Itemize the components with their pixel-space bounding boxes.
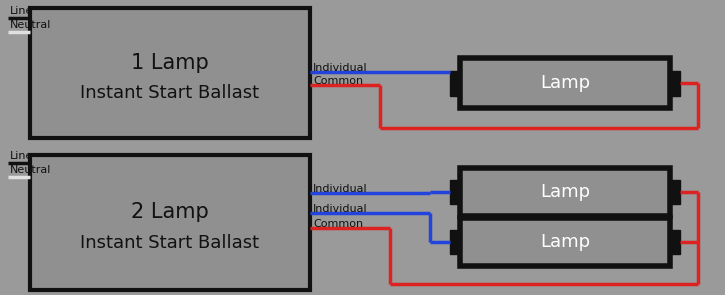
Bar (450, 180, 460, 204)
Bar (670, 180, 680, 204)
Bar (30, 8, 310, 138)
Bar (30, 155, 310, 290)
Text: Lamp: Lamp (540, 183, 590, 201)
Bar (460, 168, 670, 216)
Bar (670, 230, 680, 254)
Text: Common: Common (313, 76, 363, 86)
Text: Common: Common (313, 219, 363, 229)
Bar (450, 230, 460, 254)
Text: Lamp: Lamp (540, 74, 590, 92)
Text: Lamp: Lamp (540, 233, 590, 251)
Text: Instant Start Ballast: Instant Start Ballast (80, 83, 260, 101)
Text: Neutral: Neutral (10, 20, 51, 30)
Text: Instant Start Ballast: Instant Start Ballast (80, 234, 260, 252)
Text: Individual: Individual (313, 204, 368, 214)
Text: Neutral: Neutral (10, 165, 51, 175)
Text: Line: Line (10, 151, 33, 161)
Text: 2 Lamp: 2 Lamp (131, 202, 209, 222)
Bar (460, 218, 670, 266)
Text: Individual: Individual (313, 184, 368, 194)
Bar (450, 71, 460, 96)
Bar (460, 58, 670, 108)
Text: 1 Lamp: 1 Lamp (131, 53, 209, 73)
Text: Line: Line (10, 6, 33, 16)
Bar (670, 71, 680, 96)
Text: Individual: Individual (313, 63, 368, 73)
